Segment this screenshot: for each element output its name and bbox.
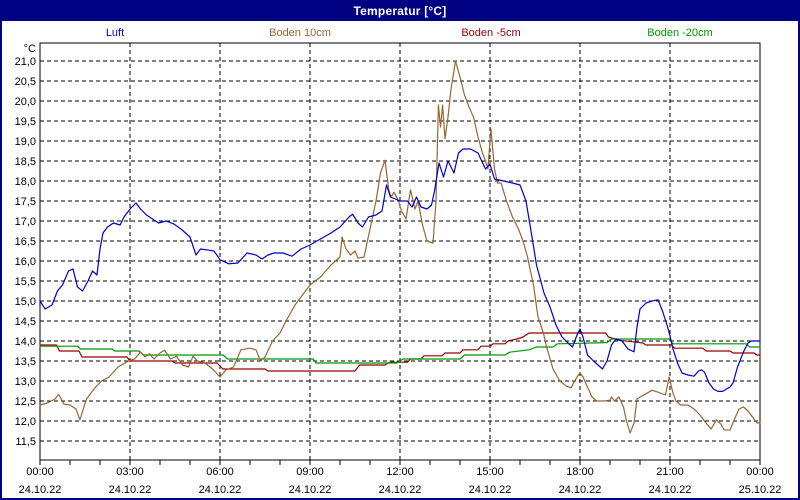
series-line-boden--20cm <box>39 338 761 364</box>
y-axis-tick-label: 18,0 <box>15 176 36 188</box>
x-axis-date-label: 25.10.22 <box>739 484 782 496</box>
x-axis-date-label: 24.10.22 <box>559 484 602 496</box>
x-axis-time-label: 00:00 <box>26 466 54 478</box>
y-axis-tick-label: 16,0 <box>15 256 36 268</box>
x-axis-time-label: 06:00 <box>206 466 234 478</box>
y-axis-tick-label: 19,5 <box>15 116 36 128</box>
y-axis-tick-label: 12,5 <box>15 396 36 408</box>
x-axis-date-label: 24.10.22 <box>649 484 692 496</box>
y-axis-tick-label: 13,0 <box>15 376 36 388</box>
series-line-luft <box>39 148 761 392</box>
legend-item-3: Boden -5cm <box>461 27 520 39</box>
y-axis-tick-label: 20,0 <box>15 96 36 108</box>
x-axis-date-label: 24.10.22 <box>109 484 152 496</box>
y-axis-tick-label: 20,5 <box>15 76 36 88</box>
x-axis-time-label: 12:00 <box>386 466 414 478</box>
x-axis-labels: 00:00 24.10.22 03:00 24.10.22 06:00 24.10.22 0… <box>19 466 782 496</box>
y-axis-tick-label: 14,0 <box>15 336 36 348</box>
y-axis-tick-label: 19,0 <box>15 136 36 148</box>
x-axis-time-label: 21:00 <box>656 466 684 478</box>
chart-title: Temperatur [°C] <box>2 2 798 21</box>
x-axis-date-label: 24.10.22 <box>289 484 332 496</box>
x-axis-time-label: 09:00 <box>296 466 324 478</box>
series-line-boden-10cm <box>39 60 761 434</box>
y-axis-tick-label: 17,5 <box>15 196 36 208</box>
legend-item-1: Luft <box>106 27 124 39</box>
y-axis-tick-label: 13,5 <box>15 356 36 368</box>
x-axis-date-label: 24.10.22 <box>199 484 242 496</box>
x-axis-time-label: 15:00 <box>476 466 504 478</box>
x-axis-date-label: 24.10.22 <box>469 484 512 496</box>
x-axis-ticks <box>39 460 761 465</box>
y-axis-tick-label: 14,5 <box>15 316 36 328</box>
x-axis-time-label: 03:00 <box>116 466 144 478</box>
x-gridlines <box>129 43 671 460</box>
y-axis-tick-label: 15,0 <box>15 296 36 308</box>
x-axis-time-label: 00:00 <box>746 466 774 478</box>
legend-item-2: Boden 10cm <box>269 27 331 39</box>
plot-border <box>39 42 761 461</box>
y-axis-tick-label: 11,5 <box>15 436 36 448</box>
chart-legend: Luft Boden 10cm Boden -5cm Boden -20cm <box>106 27 713 39</box>
x-axis-date-label: 24.10.22 <box>379 484 422 496</box>
y-axis-tick-label: 16,5 <box>15 236 36 248</box>
y-gridlines: 21,0 20,5 20,0 19,5 19,0 18,5 18,0 17,5 17,0 16,5… <box>15 56 760 448</box>
y-axis-tick-label: 21,0 <box>15 56 36 68</box>
y-axis-tick-label: 12,0 <box>15 416 36 428</box>
y-axis-tick-label: 15,5 <box>15 276 36 288</box>
x-axis-date-label: 24.10.22 <box>19 484 62 496</box>
y-axis-tick-label: 17,0 <box>15 216 36 228</box>
y-axis-unit-label: °C <box>24 43 36 55</box>
y-axis-tick-label: 18,5 <box>15 156 36 168</box>
legend-item-4: Boden -20cm <box>647 27 712 39</box>
x-axis-time-label: 18:00 <box>566 466 594 478</box>
